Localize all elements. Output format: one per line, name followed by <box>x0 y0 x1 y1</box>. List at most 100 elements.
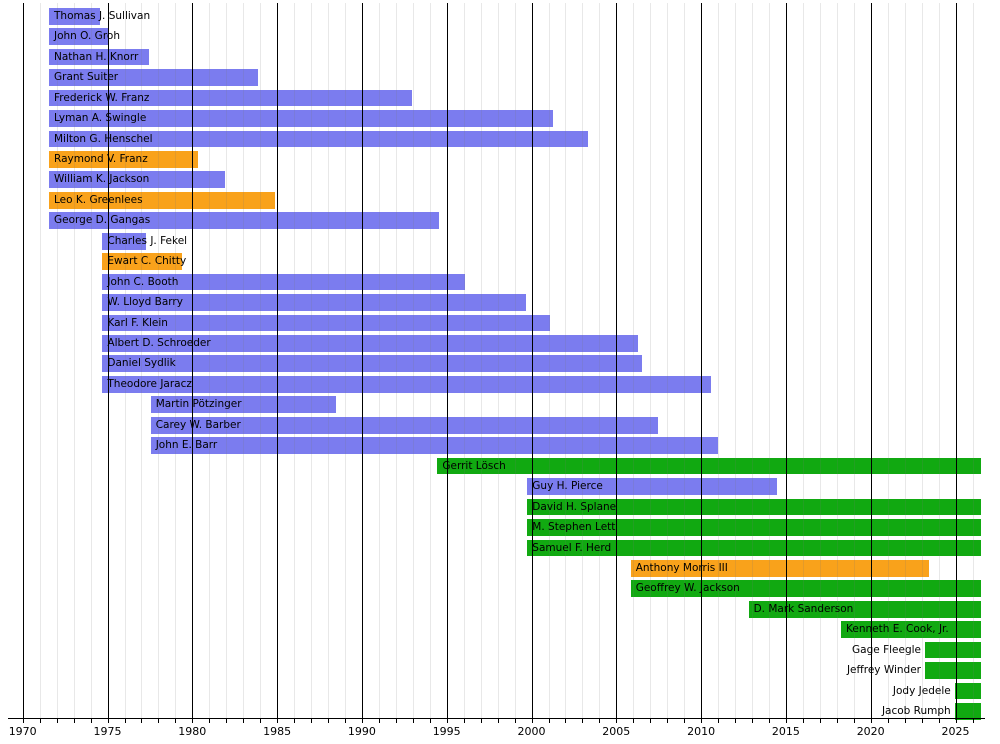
major-gridline <box>531 3 533 718</box>
axis-tick <box>344 718 346 723</box>
axis-year-label: 2010 <box>687 725 716 738</box>
member-name-label: George D. Gangas <box>54 214 151 227</box>
axis-year-label: 2020 <box>856 725 885 738</box>
axis-tick <box>328 718 329 723</box>
timeline-bar <box>49 69 258 86</box>
timeline-bar <box>150 396 336 414</box>
major-gridline <box>192 3 194 718</box>
timeline-bar <box>49 48 150 66</box>
minor-gridline <box>158 3 160 718</box>
axis-tick <box>277 718 279 723</box>
minor-gridline <box>904 3 906 718</box>
member-name-label: Daniel Sydlik <box>107 357 176 370</box>
axis-tick <box>311 718 312 723</box>
member-name-label: Ewart C. Chitty <box>107 255 187 268</box>
axis-tick <box>921 718 923 723</box>
member-name-label: M. Stephen Lett <box>532 521 616 533</box>
axis-tick <box>938 718 940 723</box>
minor-gridline <box>209 3 211 718</box>
axis-tick <box>972 718 974 723</box>
member-name-label: D. Mark Sanderson <box>753 602 854 615</box>
axis-tick <box>887 718 889 723</box>
axis-year-label: 1985 <box>263 725 292 738</box>
axis-tick <box>718 718 720 723</box>
minor-gridline <box>752 3 753 718</box>
timeline-bar <box>102 253 183 270</box>
timeline-bar <box>49 171 225 189</box>
timeline-bar <box>102 232 146 250</box>
axis-year-label: 1990 <box>347 725 376 738</box>
minor-gridline <box>56 3 58 718</box>
minor-gridline <box>39 3 41 718</box>
axis-tick <box>633 718 635 723</box>
member-name-label: Jeffrey Winder <box>846 664 921 677</box>
axis-tick <box>73 718 75 723</box>
timeline-bar <box>748 600 981 618</box>
axis-year-label: 2000 <box>517 725 546 738</box>
axis-tick <box>599 718 601 723</box>
axis-tick <box>785 718 787 723</box>
member-name-label: Lyman A. Swingle <box>54 112 147 124</box>
major-gridline <box>107 3 109 718</box>
timeline-bar <box>925 662 981 679</box>
timeline-bar <box>49 28 110 46</box>
axis-tick <box>853 718 855 723</box>
minor-gridline <box>395 3 397 718</box>
axis-tick <box>39 718 41 723</box>
member-name-label: Charles J. Fekel <box>107 234 188 247</box>
axis-tick <box>904 718 906 723</box>
axis-tick <box>735 718 736 723</box>
member-name-label: Gerrit Lösch <box>442 459 506 472</box>
axis-tick <box>955 718 957 723</box>
member-name-label: John O. Groh <box>54 30 120 43</box>
axis-tick <box>819 718 821 723</box>
member-name-label: David H. Splane <box>532 500 617 513</box>
minor-gridline <box>328 3 329 718</box>
minor-gridline <box>243 3 245 718</box>
timeline-bar <box>841 621 981 639</box>
axis-tick <box>463 718 465 723</box>
minor-gridline <box>226 3 228 718</box>
minor-gridline <box>582 3 584 718</box>
minor-gridline <box>802 3 804 718</box>
axis-tick <box>378 718 380 723</box>
x-axis-line <box>8 718 985 720</box>
minor-gridline <box>599 3 601 718</box>
axis-tick <box>158 718 160 723</box>
axis-year-label: 1980 <box>178 725 207 738</box>
axis-tick <box>565 718 567 723</box>
minor-gridline <box>548 3 550 718</box>
major-gridline <box>701 3 703 718</box>
axis-tick <box>395 718 397 723</box>
minor-gridline <box>735 3 736 718</box>
minor-gridline <box>972 3 974 718</box>
major-gridline <box>785 3 787 718</box>
major-gridline <box>446 3 448 718</box>
axis-tick <box>90 718 92 723</box>
axis-tick <box>361 718 363 723</box>
timeline-bar <box>437 457 981 475</box>
timeline-bar <box>49 89 413 107</box>
timeline-bar <box>102 335 639 352</box>
axis-tick <box>446 718 448 723</box>
minor-gridline <box>718 3 720 718</box>
axis-tick <box>124 718 126 723</box>
axis-tick <box>175 718 177 723</box>
axis-tick <box>582 718 584 723</box>
timeline-bar <box>49 7 100 25</box>
minor-gridline <box>175 3 177 718</box>
member-name-label: Guy H. Pierce <box>532 480 603 493</box>
timeline-bar <box>49 191 276 209</box>
member-name-label: Leo K. Greenlees <box>54 193 143 206</box>
axis-year-label: 1995 <box>432 725 461 738</box>
axis-tick <box>650 718 652 723</box>
axis-tick <box>243 718 245 723</box>
minor-gridline <box>836 3 838 718</box>
timeline-bar <box>150 437 718 455</box>
axis-tick <box>701 718 703 723</box>
minor-gridline <box>412 3 414 718</box>
minor-gridline <box>463 3 465 718</box>
axis-tick <box>209 718 211 723</box>
minor-gridline <box>311 3 312 718</box>
